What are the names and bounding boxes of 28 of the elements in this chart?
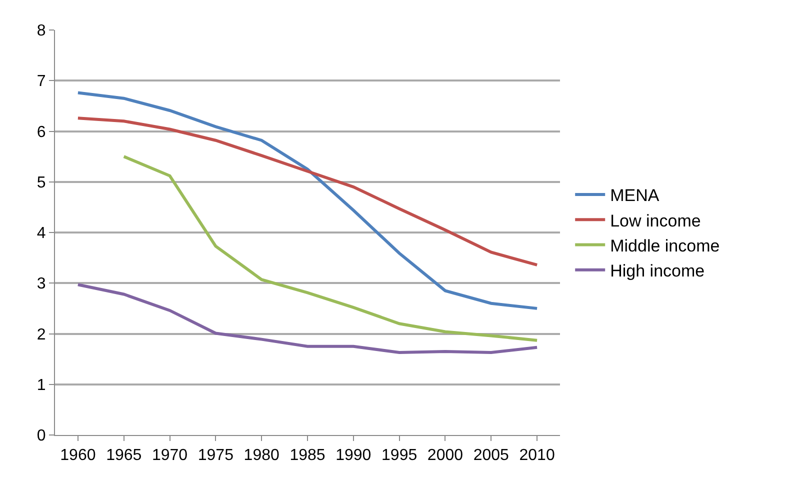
x-tick-label: 1975 [198, 447, 234, 464]
line-series [76, 283, 539, 354]
legend-label: High income [610, 261, 705, 280]
x-tick-label: 1985 [290, 447, 326, 464]
y-tick-label: 2 [36, 326, 46, 344]
y-tick-label: 6 [36, 124, 46, 141]
y-tick-label: 5 [36, 174, 46, 192]
x-tick-label: 1970 [152, 447, 188, 464]
x-tick-label: 2000 [427, 447, 464, 464]
x-tick-label: 1990 [336, 447, 372, 464]
line-series [76, 91, 539, 310]
x-tick-label: 1965 [106, 447, 142, 464]
y-tick-label: 0 [36, 428, 46, 445]
line-series [76, 116, 539, 266]
x-tick-label: 2005 [473, 447, 510, 464]
x-tick-label: 1995 [382, 447, 418, 464]
y-tick-label: 1 [36, 376, 46, 394]
legend-label: MENA [610, 186, 660, 206]
x-tick-label: 2010 [519, 447, 555, 464]
legend-label: Middle income [610, 236, 720, 256]
legend-label: Low income [610, 211, 701, 230]
y-tick-label: 3 [36, 276, 46, 293]
y-tick-label: 7 [36, 73, 46, 90]
line-series [122, 155, 539, 342]
x-tick-label: 1960 [60, 447, 96, 464]
y-tick-label: 8 [36, 22, 46, 40]
y-tick-label: 4 [36, 225, 46, 242]
x-tick-label: 1980 [244, 447, 280, 464]
